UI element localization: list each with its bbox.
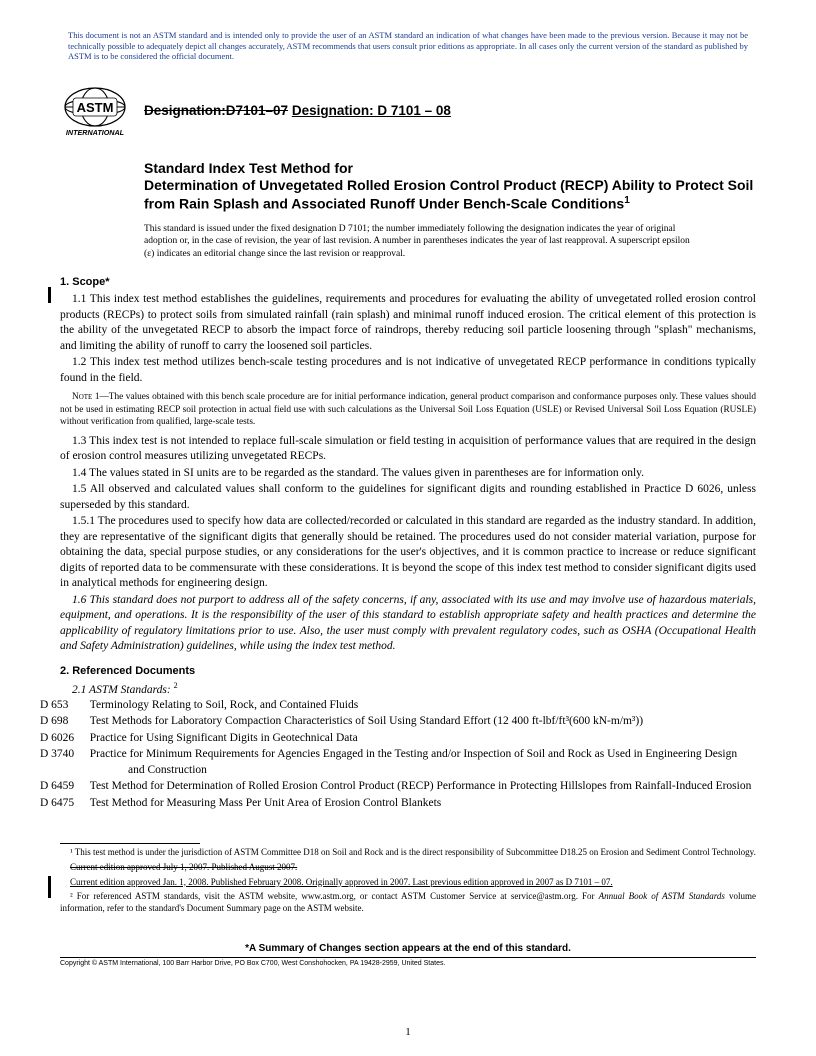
- refs-heading: 2. Referenced Documents: [60, 665, 756, 677]
- para-1-1: 1.1 This index test method establishes t…: [60, 292, 756, 354]
- para-1-4: 1.4 The values stated in SI units are to…: [60, 466, 756, 482]
- svg-text:INTERNATIONAL: INTERNATIONAL: [66, 128, 124, 137]
- astm-logo: ASTM INTERNATIONAL: [60, 80, 130, 142]
- header-row: ASTM INTERNATIONAL Designation:D7101–07 …: [60, 80, 756, 142]
- designation-new: Designation: D 7101 – 08: [292, 103, 451, 118]
- designation-old: Designation:D7101–07: [144, 103, 288, 118]
- svg-text:ASTM: ASTM: [77, 100, 114, 115]
- ref-item: D 698 Test Methods for Laboratory Compac…: [72, 714, 756, 730]
- footnote-1-strike: Current edition approved July 1, 2007. P…: [60, 862, 756, 874]
- para-1-5-1: 1.5.1 The procedures used to specify how…: [60, 514, 756, 592]
- designation: Designation:D7101–07 Designation: D 7101…: [144, 103, 451, 118]
- ref-item: D 6026 Practice for Using Significant Di…: [72, 731, 756, 747]
- para-1-6: 1.6 This standard does not purport to ad…: [60, 593, 756, 655]
- issuance-note: This standard is issued under the fixed …: [144, 223, 696, 260]
- page-number: 1: [405, 1026, 411, 1038]
- refs-list: D 653 Terminology Relating to Soil, Rock…: [60, 698, 756, 812]
- para-1-2: 1.2 This index test method utilizes benc…: [60, 355, 756, 386]
- revision-bar: [48, 287, 51, 303]
- footnote-1: ¹ This test method is under the jurisdic…: [60, 847, 756, 859]
- scope-heading: 1. Scope*: [60, 276, 756, 288]
- summary-changes-line: *A Summary of Changes section appears at…: [60, 943, 756, 954]
- footnote-rule: [60, 843, 200, 844]
- para-1-3: 1.3 This index test is not intended to r…: [60, 434, 756, 465]
- title-intro: Standard Index Test Method for: [144, 160, 756, 178]
- title-block: Standard Index Test Method for Determina…: [144, 160, 756, 213]
- title-main: Determination of Unvegetated Rolled Eros…: [144, 177, 756, 213]
- note-1: NOTE 1—The values obtained with this ben…: [60, 391, 756, 428]
- ref-item: D 6459 Test Method for Determination of …: [72, 779, 756, 795]
- ref-item: D 653 Terminology Relating to Soil, Rock…: [72, 698, 756, 714]
- ref-item: D 6475 Test Method for Measuring Mass Pe…: [72, 796, 756, 812]
- para-1-5: 1.5 All observed and calculated values s…: [60, 482, 756, 513]
- footnote-2: ² For referenced ASTM standards, visit t…: [60, 891, 756, 914]
- footnote-1-new: Current edition approved Jan. 1, 2008. P…: [60, 877, 756, 889]
- ref-item: D 3740 Practice for Minimum Requirements…: [72, 747, 756, 778]
- refs-subhead: 2.1 ASTM Standards: 2: [60, 681, 756, 696]
- revision-bar: [48, 876, 51, 898]
- disclaimer-text: This document is not an ASTM standard an…: [60, 30, 756, 62]
- copyright-line: Copyright © ASTM International, 100 Barr…: [60, 957, 756, 967]
